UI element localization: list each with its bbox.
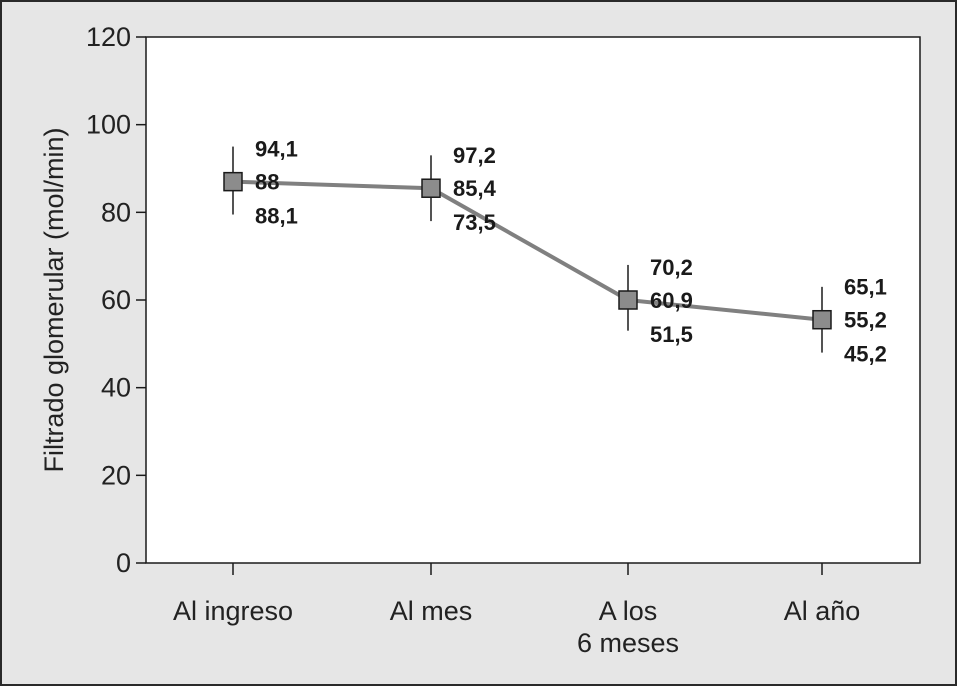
y-tick-label: 60 (101, 285, 131, 315)
data-label: 65,1 (844, 275, 887, 300)
data-label: 55,2 (844, 308, 887, 333)
y-tick-label: 40 (101, 373, 131, 403)
series (223, 146, 832, 353)
y-tick-label: 120 (86, 22, 131, 52)
data-label: 85,4 (453, 176, 497, 201)
data-label: 88 (255, 170, 279, 195)
x-axis: Al ingreso Al mes A los 6 meses Al año (173, 563, 860, 658)
series-line (232, 179, 823, 322)
y-axis-title: Filtrado glomerular (mol/min) (39, 127, 69, 472)
y-axis: 0 20 40 60 80 100 120 (86, 22, 146, 578)
data-label: 73,5 (453, 210, 496, 235)
y-tick-label: 100 (86, 110, 131, 140)
plot-area (145, 36, 921, 564)
data-point (223, 171, 243, 192)
data-label: 51,5 (650, 322, 693, 347)
data-label: 97,2 (453, 143, 496, 168)
y-tick-label: 20 (101, 460, 131, 490)
y-tick-label: 80 (101, 197, 131, 227)
data-label: 60,9 (650, 288, 693, 313)
data-labels: 94,1 88 88,1 97,2 85,4 73,5 70,2 60,9 51,5 65,1 55… (255, 137, 887, 367)
data-point (812, 309, 832, 330)
x-tick-label: Al año (784, 596, 861, 626)
data-label: 88,1 (255, 204, 298, 229)
data-label: 45,2 (844, 342, 887, 367)
data-label: 70,2 (650, 255, 693, 280)
x-tick-label: A los 6 meses (577, 596, 679, 658)
x-tick-label: Al ingreso (173, 596, 293, 626)
x-tick-label: Al mes (390, 596, 473, 626)
data-point (421, 178, 441, 198)
y-tick-label: 0 (116, 548, 131, 578)
data-point (618, 290, 638, 310)
data-label: 94,1 (255, 137, 298, 162)
